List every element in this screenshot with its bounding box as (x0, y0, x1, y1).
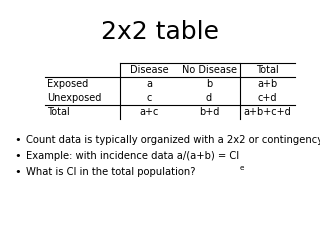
Text: Disease: Disease (130, 65, 168, 75)
Text: •: • (14, 151, 21, 161)
Text: •: • (14, 135, 21, 145)
Text: a: a (146, 79, 152, 89)
Text: c+d: c+d (258, 93, 277, 103)
Text: c: c (146, 93, 152, 103)
Text: •: • (14, 167, 21, 177)
Text: b: b (206, 79, 212, 89)
Text: Unexposed: Unexposed (47, 93, 101, 103)
Text: Count data is typically organized with a 2x2 or contingency table: Count data is typically organized with a… (26, 135, 320, 145)
Text: e: e (239, 164, 244, 170)
Text: What is CI in the total population?: What is CI in the total population? (26, 167, 196, 177)
Text: 2x2 table: 2x2 table (101, 20, 219, 44)
Text: Exposed: Exposed (47, 79, 88, 89)
Text: a+c: a+c (139, 107, 159, 117)
Text: Total: Total (47, 107, 70, 117)
Text: Example: with incidence data a/(a+b) = CI: Example: with incidence data a/(a+b) = C… (26, 151, 239, 161)
Text: Total: Total (256, 65, 279, 75)
Text: No Disease: No Disease (181, 65, 236, 75)
Text: a+b: a+b (257, 79, 278, 89)
Text: a+b+c+d: a+b+c+d (244, 107, 292, 117)
Text: d: d (206, 93, 212, 103)
Text: b+d: b+d (199, 107, 219, 117)
